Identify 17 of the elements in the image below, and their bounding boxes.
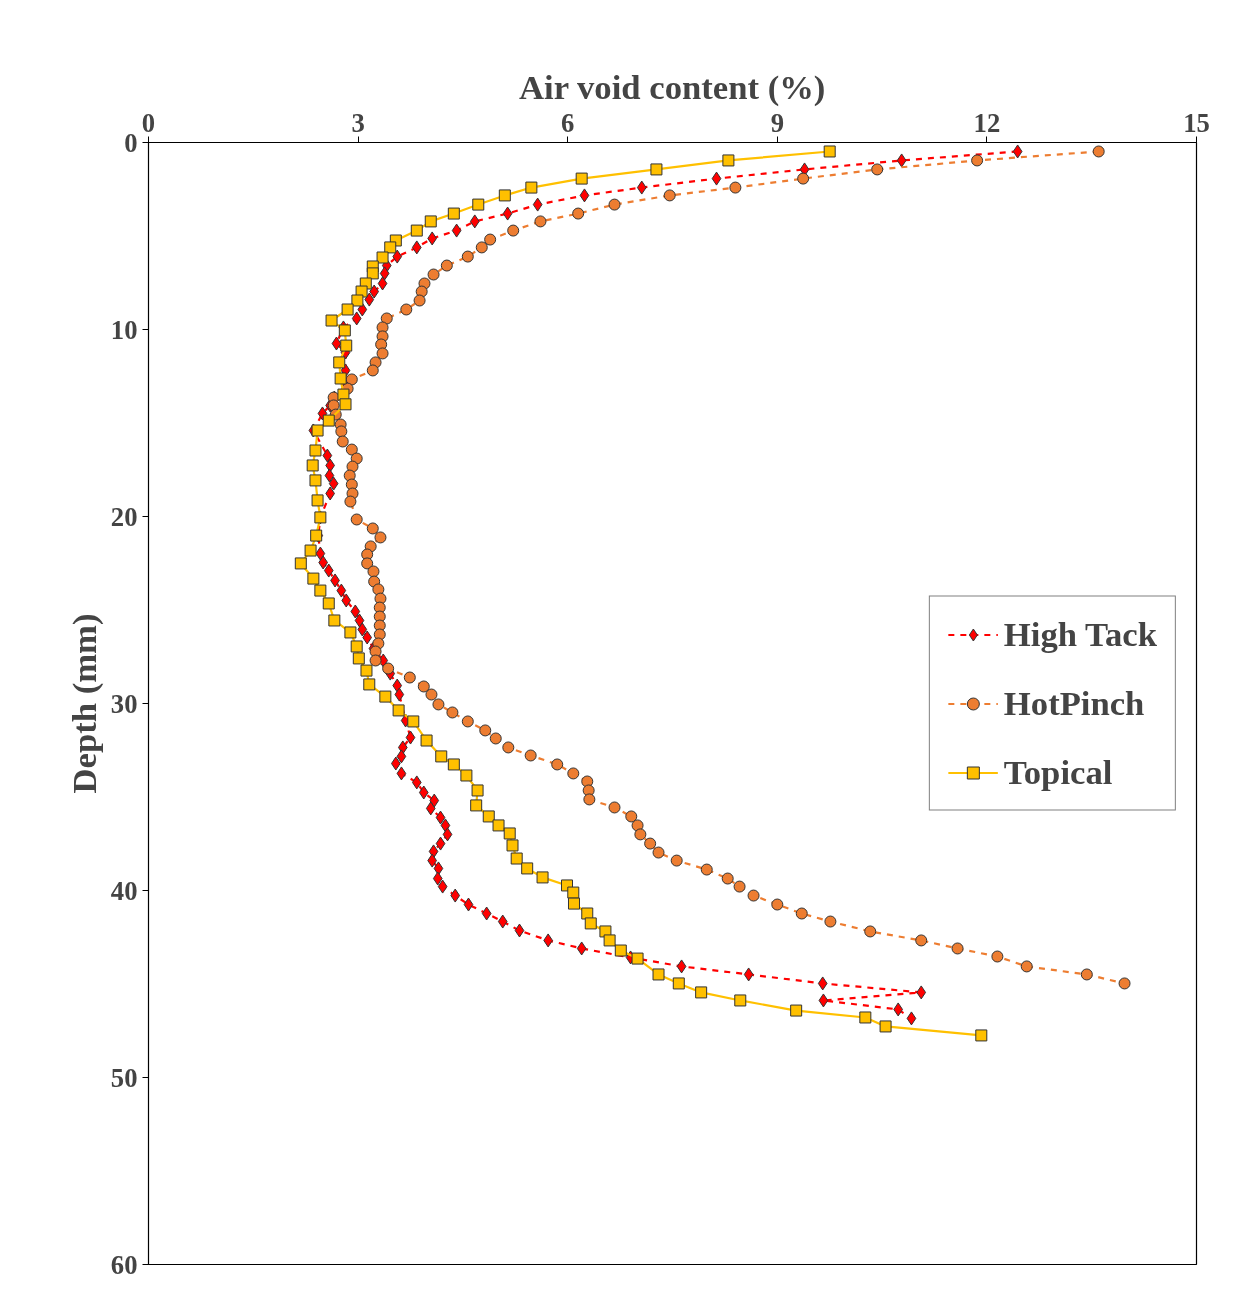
x-tick-label: 12 <box>973 107 1001 138</box>
y-tick-label: 10 <box>110 314 138 345</box>
legend-label: Topical <box>1003 752 1113 792</box>
y-tick-label: 20 <box>110 501 138 532</box>
y-tick-label: 50 <box>110 1062 138 1093</box>
x-tick-label: 9 <box>770 107 784 138</box>
y-axis-title: Depth (mm) <box>64 613 104 794</box>
x-axis-title: Air void content (%) <box>518 67 826 107</box>
legend-label: High Tack <box>1003 614 1157 654</box>
x-tick-label: 6 <box>561 107 575 138</box>
x-tick-label: 15 <box>1183 107 1210 138</box>
legend-label: HotPinch <box>1003 683 1145 723</box>
y-tick-label: 60 <box>110 1249 138 1280</box>
x-tick-label: 3 <box>351 107 365 138</box>
y-tick-label: 30 <box>110 688 138 719</box>
y-tick-label: 40 <box>110 875 138 906</box>
y-tick-label: 0 <box>124 127 138 158</box>
